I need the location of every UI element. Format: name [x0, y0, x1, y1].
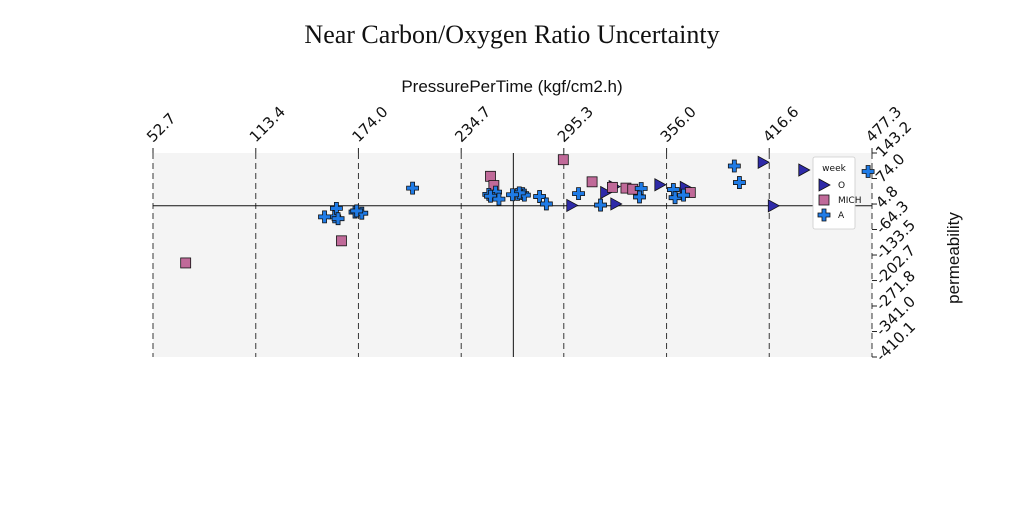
- point-o: [654, 178, 667, 192]
- point-a: [484, 189, 497, 203]
- point-o: [566, 198, 579, 213]
- point-a: [350, 204, 364, 218]
- point-a: [733, 176, 746, 189]
- point-mich: [557, 154, 569, 166]
- point-a: [506, 188, 519, 202]
- data-points: [180, 154, 875, 269]
- point-mich: [336, 235, 347, 247]
- x-tick-label: 295.3: [554, 103, 597, 146]
- point-o: [600, 185, 613, 200]
- point-a: [677, 188, 690, 202]
- point-mich: [607, 181, 618, 193]
- point-a: [406, 181, 419, 195]
- point-a: [331, 212, 345, 226]
- x-tick-label: 234.7: [451, 103, 494, 146]
- x-axis-ticks: 52.7 113.4 174.0 234.7 295.3 356.0 416.6 477.3: [143, 103, 905, 153]
- point-mich: [485, 170, 496, 182]
- legend-label-a: A: [838, 211, 845, 221]
- grid: [152, 153, 873, 357]
- legend: week O MICH A: [812, 156, 861, 230]
- point-o: [757, 155, 770, 169]
- point-o: [767, 199, 781, 213]
- x-tick-label: 356.0: [657, 103, 700, 146]
- x-tick-label: 113.4: [246, 103, 289, 146]
- point-a: [539, 197, 553, 211]
- point-a: [318, 210, 331, 224]
- x-tick-label: 416.6: [759, 103, 802, 146]
- plot-area: [153, 153, 872, 357]
- point-a: [594, 198, 607, 212]
- point-o: [610, 197, 623, 211]
- y-axis-ticks: 143.274.04.8-64.3-133.5-202.7-271.8-341.…: [872, 118, 919, 365]
- point-a: [727, 159, 741, 173]
- x-tick-label: 174.0: [349, 103, 392, 146]
- point-o: [798, 163, 811, 177]
- legend-label-o: O: [838, 181, 845, 191]
- y-tick-label: 74.0: [872, 150, 908, 186]
- legend-marker-mich: [818, 194, 830, 206]
- point-mich: [180, 257, 192, 269]
- legend-marker-a: [817, 208, 831, 222]
- point-a: [861, 165, 875, 178]
- legend-marker-o: [818, 178, 831, 192]
- reference-lines: [153, 153, 872, 357]
- point-a: [492, 192, 506, 206]
- point-a: [633, 190, 646, 204]
- point-a: [668, 191, 682, 205]
- chart-title: Near Carbon/Oxygen Ratio Uncertainty: [304, 20, 719, 49]
- x-tick-label: 52.7: [143, 109, 179, 145]
- point-a: [634, 182, 648, 195]
- legend-title: week: [822, 164, 846, 174]
- y-axis-label: permeability: [944, 212, 963, 304]
- legend-label-mich: MICH: [838, 196, 861, 206]
- point-a: [572, 187, 585, 201]
- point-mich: [586, 176, 598, 188]
- x-axis-label: PressurePerTime (kgf/cm2.h): [401, 77, 622, 96]
